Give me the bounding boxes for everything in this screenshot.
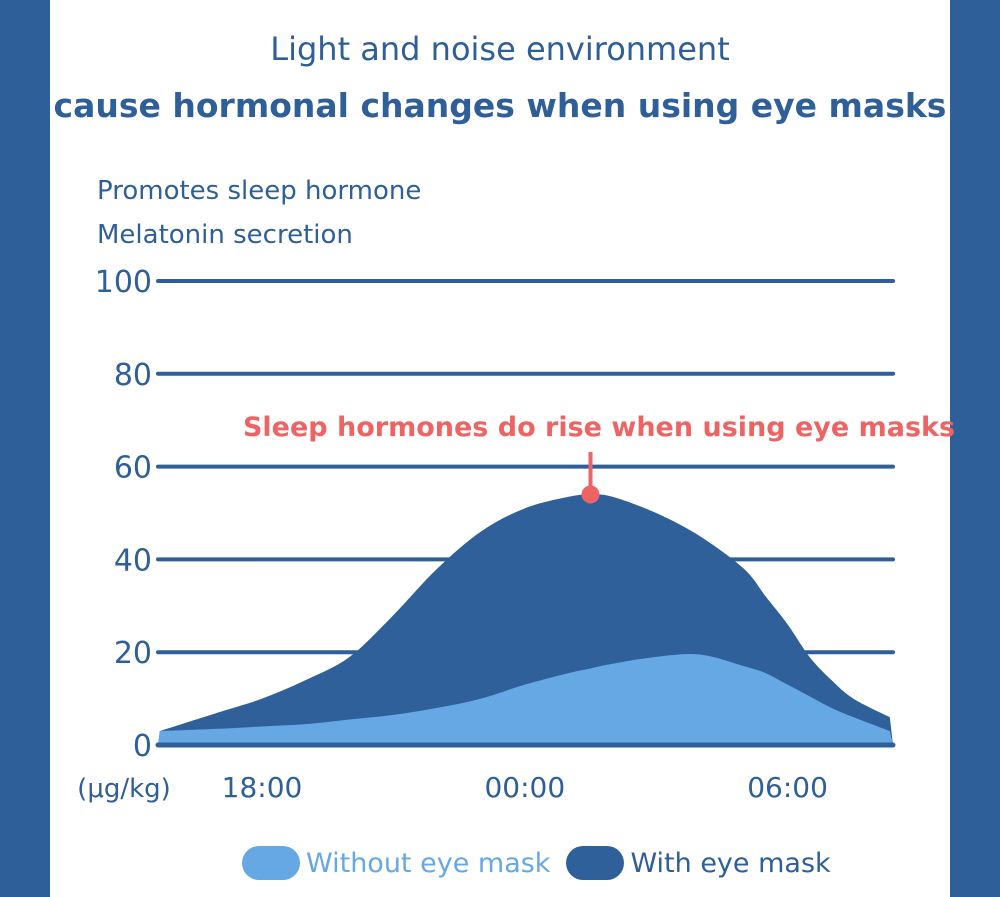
y-unit-label: (μg/kg) (77, 774, 171, 804)
chart-title-line2: cause hormonal changes when using eye ma… (53, 86, 947, 125)
y-tick-label: 80 (114, 358, 152, 393)
y-tick-label: 60 (114, 451, 152, 486)
annotation-text: Sleep hormones do rise when using eye ma… (243, 412, 955, 443)
y-axis-label-line2: Melatonin secretion (97, 220, 353, 250)
legend: Without eye mask With eye mask (242, 846, 831, 880)
legend-label-with: With eye mask (630, 847, 831, 879)
y-tick-label: 40 (114, 543, 152, 578)
chart-title-line1: Light and noise environment (270, 30, 730, 68)
y-tick-label: 0 (133, 729, 152, 764)
annotation-marker (581, 485, 600, 504)
legend-swatch-without (242, 846, 300, 880)
legend-swatch-with (566, 846, 625, 880)
legend-label-without: Without eye mask (306, 847, 551, 879)
x-tick-label: 00:00 (484, 771, 565, 804)
y-axis-label-line1: Promotes sleep hormone (97, 176, 422, 206)
x-tick-label: 06:00 (747, 771, 828, 804)
area-without-eye-mask (158, 654, 893, 745)
y-tick-label: 20 (114, 636, 152, 671)
x-tick-label: 18:00 (222, 771, 303, 804)
y-tick-label: 100 (95, 265, 152, 300)
